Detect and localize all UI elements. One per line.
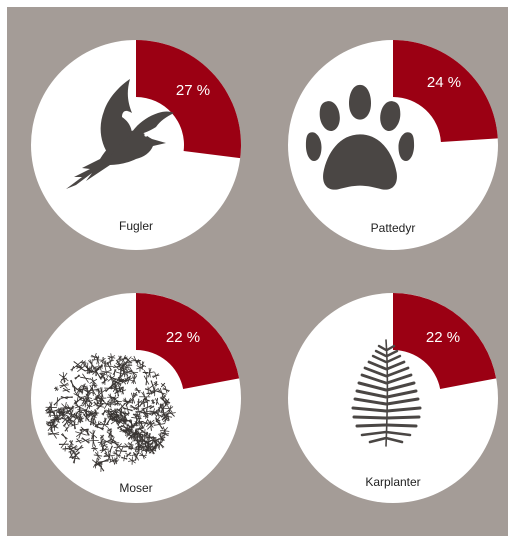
value-label-pattedyr: 24 % [427, 74, 461, 91]
category-label-fugler: Fugler [119, 219, 153, 233]
pie-pattedyr: 24 % Pattedyr [288, 40, 498, 250]
category-label-moser: Moser [119, 481, 152, 495]
category-label-karplanter: Karplanter [365, 475, 420, 489]
category-label-pattedyr: Pattedyr [371, 221, 416, 235]
pie-slice-moser [136, 293, 240, 390]
pie-slice-pattedyr [393, 40, 498, 142]
pie-fugler: 27 % Fugler [31, 40, 241, 250]
value-label-fugler: 27 % [176, 82, 210, 99]
pie-moser: 22 % Moser [31, 293, 241, 503]
pie-karplanter: 22 % Karplanter [288, 293, 498, 503]
value-label-moser: 22 % [166, 329, 200, 346]
moss-icon [45, 352, 176, 473]
value-label-karplanter: 22 % [426, 329, 460, 346]
pie-slice-karplanter [393, 293, 497, 390]
pie-slice-fugler [136, 40, 241, 159]
